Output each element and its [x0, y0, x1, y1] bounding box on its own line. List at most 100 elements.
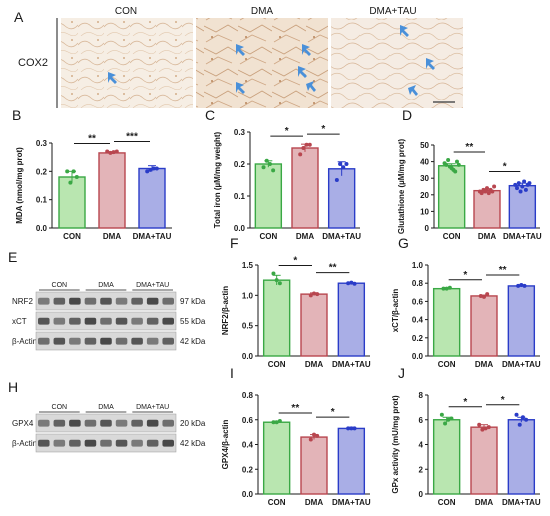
category-label: DMA+TAU — [322, 232, 361, 241]
category-label: CON — [438, 498, 456, 507]
category-label: CON — [268, 498, 286, 507]
data-point — [486, 425, 491, 430]
blot-band — [69, 317, 81, 325]
significance-label: * — [331, 407, 335, 418]
significance-label: ** — [329, 263, 337, 274]
data-point — [105, 149, 110, 154]
data-point — [145, 169, 150, 174]
arrow-icon — [236, 44, 245, 56]
blot-band — [69, 337, 81, 345]
y-tick-label: 20 — [420, 191, 429, 200]
data-point — [308, 293, 313, 298]
panel-letter: D — [402, 107, 412, 123]
data-point — [515, 186, 519, 191]
arrow-icon — [298, 66, 307, 78]
panel-h: H CON DMA DMA+TAU GPX4 20 kDa β-Actin 42 kDa — [8, 379, 206, 453]
blot-band — [100, 317, 112, 325]
data-point — [264, 158, 269, 163]
data-point — [274, 278, 279, 283]
bar-con — [262, 421, 291, 495]
blot-band — [53, 419, 66, 427]
blot-band — [69, 297, 81, 305]
category-label: DMA+TAU — [502, 498, 541, 507]
blot-band — [131, 317, 143, 325]
data-point — [271, 168, 276, 173]
y-tick-label: 0.2 — [36, 167, 48, 176]
data-point — [151, 166, 156, 171]
panel-letter: H — [8, 379, 18, 395]
y-tick-label: 0.0 — [234, 224, 246, 233]
size-marker: 42 kDa — [180, 337, 206, 346]
data-point — [453, 169, 458, 174]
image-label-con: CON — [115, 6, 137, 17]
bar-dma — [300, 293, 328, 357]
blot-band — [84, 317, 97, 325]
category-label: CON — [268, 360, 286, 369]
data-point — [477, 422, 482, 427]
y-tick-label: 0.6 — [412, 297, 424, 306]
bar-charts: B 0.0 0.1 0.2 0.3 MDA (nmol/mg prot) CON DMA DMA… — [12, 107, 542, 507]
y-axis-label: MDA (nmol/mg prot) — [15, 147, 24, 224]
blot-band — [38, 337, 50, 345]
bar-dma-tau — [507, 285, 536, 357]
bar-con — [254, 163, 283, 229]
blot-band — [162, 337, 174, 345]
arrow-icon — [408, 85, 418, 96]
significance-label: * — [463, 397, 467, 408]
blot-band — [146, 419, 159, 427]
data-point — [439, 412, 444, 417]
significance-label: * — [463, 270, 467, 281]
category-label: DMA — [305, 360, 323, 369]
data-point — [277, 418, 282, 423]
y-tick-label: 30 — [420, 174, 429, 183]
bar-dma — [470, 426, 498, 495]
y-tick-label: 6 — [419, 416, 424, 425]
bar-dma-tau — [508, 184, 537, 229]
y-tick-label: 8 — [419, 391, 424, 400]
bar-con — [437, 165, 466, 229]
data-point — [482, 294, 486, 299]
chart-d: D 0 10 20 30 40 50 Glutathione (µM/mg prot) CON D… — [397, 107, 542, 241]
y-axis-label: xCT/β-actin — [391, 289, 400, 333]
significance-label: * — [321, 124, 325, 135]
data-point — [304, 142, 309, 147]
data-point — [114, 149, 119, 154]
significance-label: * — [503, 162, 507, 173]
data-point — [520, 184, 525, 189]
data-point — [277, 281, 282, 286]
y-tick-label: 40 — [420, 158, 429, 167]
y-tick-label: 10 — [420, 207, 429, 216]
blot-band — [146, 439, 159, 447]
blot-band — [53, 297, 66, 305]
bar-dma-tau — [138, 167, 166, 229]
blot-band — [38, 419, 50, 427]
y-tick-label: 0.2 — [412, 334, 424, 343]
data-point — [479, 191, 484, 196]
y-tick-label: 2 — [419, 465, 424, 474]
y-axis-label: NRF2/β-actin — [221, 286, 230, 335]
protein-label: β-Actin — [12, 337, 37, 346]
data-point — [490, 189, 495, 194]
arrow-icon — [306, 81, 316, 92]
data-point — [312, 291, 316, 296]
data-point — [483, 189, 488, 194]
data-point — [523, 187, 528, 192]
blot-band — [38, 439, 50, 447]
data-point — [513, 182, 518, 187]
data-point — [271, 420, 276, 425]
blot-band — [100, 297, 112, 305]
significance-label: ** — [291, 403, 299, 414]
y-axis-label: Total iron (µM/mg weight) — [213, 131, 222, 228]
protein-label: xCT — [12, 317, 27, 326]
data-point — [341, 165, 346, 170]
data-point — [315, 433, 320, 438]
category-label: DMA+TAU — [502, 360, 541, 369]
category-label: DMA — [475, 498, 493, 507]
bar-dma-tau — [337, 427, 366, 495]
blot-band — [84, 419, 97, 427]
protein-label: GPX4 — [12, 419, 34, 428]
data-point — [346, 281, 351, 286]
category-label: DMA — [475, 360, 493, 369]
category-label: DMA — [103, 232, 121, 241]
data-point — [444, 286, 449, 291]
